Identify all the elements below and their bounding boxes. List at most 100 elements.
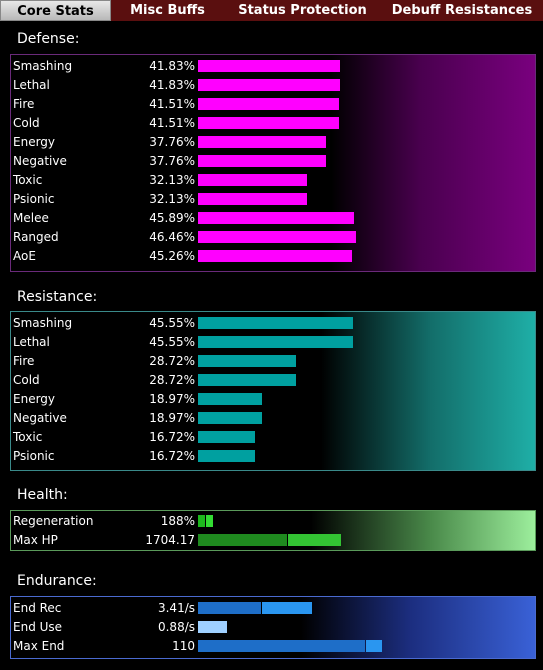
defense-row-fire: Fire 41.51%	[11, 95, 535, 113]
resistance-bar	[198, 393, 262, 405]
resistance-bar	[198, 374, 296, 386]
defense-bar	[198, 231, 356, 243]
defense-bar	[198, 98, 339, 110]
stat-value: 3.41/s	[157, 601, 195, 615]
stat-value: 16.72%	[149, 449, 195, 463]
resistance-bar	[198, 317, 353, 329]
stat-label: Energy	[13, 135, 56, 149]
stat-value: 45.26%	[149, 249, 195, 263]
endurance-row-end-rec: End Rec 3.41/s	[11, 599, 535, 617]
defense-row-lethal: Lethal 41.83%	[11, 76, 535, 94]
resistance-row-fire: Fire 28.72%	[11, 352, 535, 370]
endurance-row-end-use: End Use 0.88/s	[11, 618, 535, 636]
stat-value: 45.89%	[149, 211, 195, 225]
stat-label: Lethal	[13, 335, 50, 349]
stat-value: 0.88/s	[157, 620, 195, 634]
stat-label: Negative	[13, 154, 67, 168]
regeneration-bar-base	[198, 515, 205, 527]
endurance-title: Endurance:	[17, 573, 97, 589]
defense-row-toxic: Toxic 32.13%	[11, 171, 535, 189]
tab-bar: Core Stats Misc Buffs Status Protection …	[0, 0, 543, 21]
stat-value: 45.55%	[149, 335, 195, 349]
stat-value: 45.55%	[149, 316, 195, 330]
stat-label: Negative	[13, 411, 67, 425]
resistance-title: Resistance:	[17, 289, 98, 305]
stat-value: 37.76%	[149, 154, 195, 168]
stat-label: Toxic	[13, 430, 43, 444]
resistance-bar	[198, 336, 353, 348]
stat-label: Fire	[13, 354, 35, 368]
stat-value: 41.51%	[149, 116, 195, 130]
resistance-row-cold: Cold 28.72%	[11, 371, 535, 389]
defense-bar	[198, 136, 326, 148]
tab-core-stats[interactable]: Core Stats	[0, 0, 111, 21]
defense-row-smashing: Smashing 41.83%	[11, 57, 535, 75]
endurance-panel: End Rec 3.41/s End Use 0.88/s Max End 11…	[10, 596, 536, 659]
stat-label: Psionic	[13, 449, 55, 463]
stat-value: 1704.17	[145, 533, 195, 547]
defense-bar	[198, 117, 339, 129]
resistance-bar	[198, 450, 255, 462]
resistance-bar	[198, 431, 255, 443]
stat-value: 16.72%	[149, 430, 195, 444]
end-rec-bar-bonus	[262, 602, 312, 614]
endurance-row-max-end: Max End 110	[11, 637, 535, 655]
stat-label: AoE	[13, 249, 36, 263]
max-hp-bar-bonus	[288, 534, 341, 546]
defense-bar	[198, 193, 307, 205]
resistance-bar	[198, 355, 296, 367]
defense-bar	[198, 212, 354, 224]
stat-label: Psionic	[13, 192, 55, 206]
resistance-row-smashing: Smashing 45.55%	[11, 314, 535, 332]
defense-title: Defense:	[17, 31, 80, 47]
stat-value: 32.13%	[149, 173, 195, 187]
stat-value: 28.72%	[149, 373, 195, 387]
defense-row-energy: Energy 37.76%	[11, 133, 535, 151]
stat-value: 18.97%	[149, 411, 195, 425]
stat-label: Energy	[13, 392, 56, 406]
stat-label: End Rec	[13, 601, 62, 615]
max-hp-bar-base	[198, 534, 287, 546]
defense-bar	[198, 174, 307, 186]
stat-label: Max HP	[13, 533, 58, 547]
end-rec-bar-base	[198, 602, 261, 614]
health-title: Health:	[17, 487, 68, 503]
defense-row-ranged: Ranged 46.46%	[11, 228, 535, 246]
stat-value: 18.97%	[149, 392, 195, 406]
tab-misc-buffs[interactable]: Misc Buffs	[130, 3, 205, 18]
max-end-bar-base	[198, 640, 365, 652]
end-use-bar	[198, 621, 227, 633]
defense-bar	[198, 60, 340, 72]
stat-label: End Use	[13, 620, 63, 634]
stat-value: 41.83%	[149, 78, 195, 92]
defense-row-psionic: Psionic 32.13%	[11, 190, 535, 208]
resistance-row-energy: Energy 18.97%	[11, 390, 535, 408]
resistance-row-lethal: Lethal 45.55%	[11, 333, 535, 351]
stat-label: Lethal	[13, 78, 50, 92]
defense-panel: Smashing 41.83% Lethal 41.83% Fire 41.51% Cold…	[10, 54, 536, 272]
regeneration-bar-bonus	[206, 515, 213, 527]
defense-row-cold: Cold 41.51%	[11, 114, 535, 132]
stat-value: 41.51%	[149, 97, 195, 111]
stat-value: 28.72%	[149, 354, 195, 368]
defense-bar	[198, 79, 340, 91]
stat-value: 46.46%	[149, 230, 195, 244]
health-panel: Regeneration 188% Max HP 1704.17	[10, 510, 536, 551]
stat-label: Melee	[13, 211, 49, 225]
tab-debuff-resistances[interactable]: Debuff Resistances	[391, 3, 533, 18]
defense-row-melee: Melee 45.89%	[11, 209, 535, 227]
stat-value: 37.76%	[149, 135, 195, 149]
resistance-bar	[198, 412, 262, 424]
health-row-max-hp: Max HP 1704.17	[11, 531, 535, 549]
defense-bar	[198, 155, 326, 167]
resistance-panel: Smashing 45.55% Lethal 45.55% Fire 28.72% Cold…	[10, 311, 536, 471]
stat-label: Max End	[13, 639, 65, 653]
tab-status-protection[interactable]: Status Protection	[238, 3, 367, 18]
defense-bar	[198, 250, 352, 262]
stat-value: 32.13%	[149, 192, 195, 206]
stat-label: Ranged	[13, 230, 59, 244]
stat-label: Toxic	[13, 173, 43, 187]
stat-label: Smashing	[13, 316, 73, 330]
stat-value: 41.83%	[149, 59, 195, 73]
stat-value: 188%	[160, 514, 195, 528]
